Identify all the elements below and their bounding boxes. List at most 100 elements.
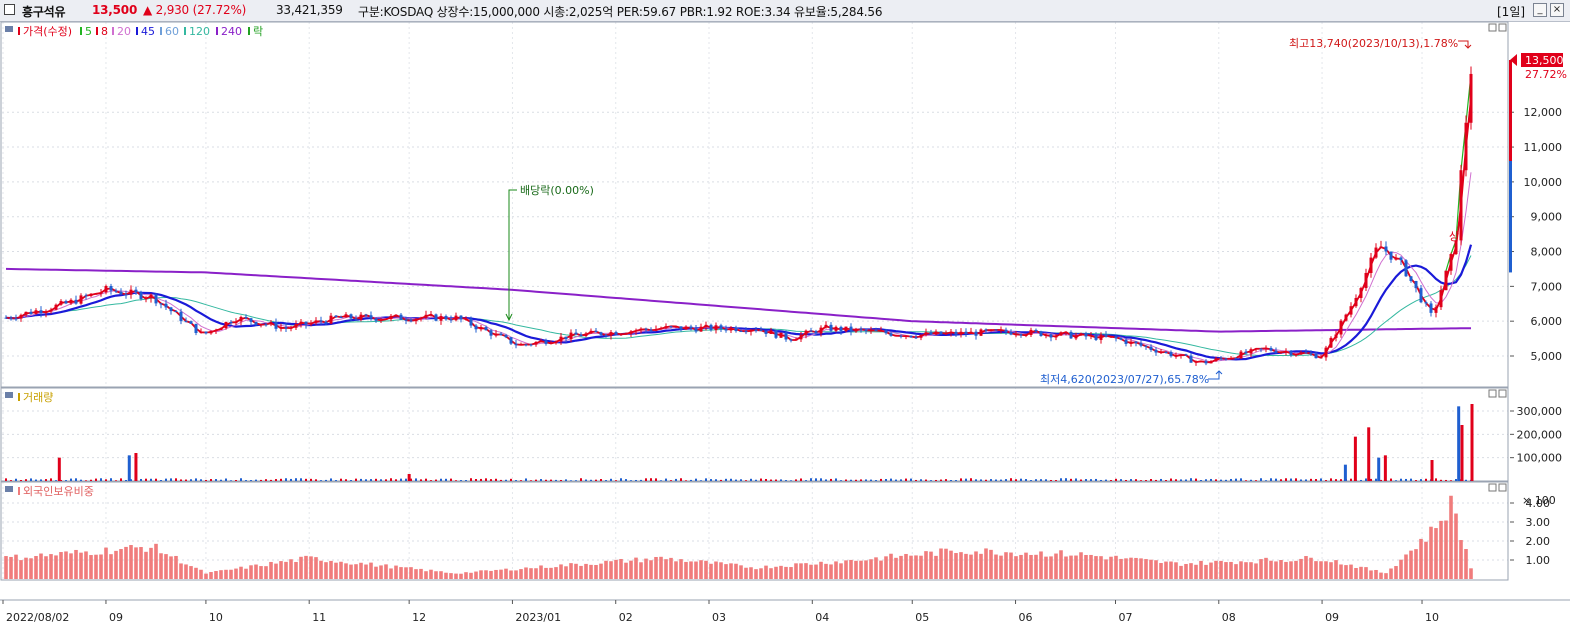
candle-body bbox=[344, 314, 348, 318]
volume-spike-bar bbox=[1430, 460, 1434, 481]
foreign-bar bbox=[1059, 550, 1063, 579]
foreign-bar bbox=[699, 560, 703, 579]
volume-bar bbox=[1250, 479, 1252, 481]
price-tick-label: 12,000 bbox=[1524, 106, 1563, 119]
volume-bar bbox=[770, 479, 772, 481]
candle-body bbox=[1164, 351, 1168, 353]
foreign-bar bbox=[1014, 556, 1018, 579]
volume-bar bbox=[615, 480, 617, 481]
candle-body bbox=[539, 340, 543, 342]
volume-bar bbox=[1055, 480, 1057, 481]
volume-bar bbox=[550, 479, 552, 481]
candle-body bbox=[449, 319, 453, 321]
foreign-bar bbox=[719, 562, 723, 579]
candle-body bbox=[799, 334, 803, 340]
volume-bar bbox=[360, 478, 362, 481]
candle-body bbox=[1169, 352, 1173, 357]
candle-body bbox=[759, 330, 763, 332]
close-button[interactable]: × bbox=[1550, 3, 1564, 17]
candle-body bbox=[444, 316, 448, 320]
foreign-bar bbox=[539, 565, 543, 579]
foreign-bar bbox=[559, 564, 563, 579]
dividend-line bbox=[508, 189, 517, 320]
dividend-arrow bbox=[505, 313, 513, 322]
candle-body bbox=[1334, 334, 1338, 338]
volume-bar bbox=[145, 478, 147, 481]
foreign-bar bbox=[409, 567, 413, 579]
volume-bar bbox=[260, 479, 262, 481]
foreign-bar bbox=[1089, 554, 1093, 579]
candle-body bbox=[54, 304, 58, 310]
candle-body bbox=[189, 321, 193, 324]
candle-body bbox=[769, 330, 773, 334]
volume-bar bbox=[545, 479, 547, 481]
volume-bar bbox=[315, 479, 317, 481]
volume-bar bbox=[15, 478, 17, 481]
foreign-bar bbox=[839, 563, 843, 579]
foreign-bar bbox=[1464, 549, 1468, 579]
foreign-bar bbox=[394, 565, 398, 579]
select-checkbox[interactable] bbox=[4, 4, 15, 15]
volume-bar bbox=[1100, 479, 1102, 481]
candle-body bbox=[329, 315, 333, 324]
candle-body bbox=[1184, 354, 1188, 356]
candle-body bbox=[1224, 358, 1228, 360]
volume-bar bbox=[10, 480, 12, 481]
candle-body bbox=[1114, 336, 1118, 339]
candle-body bbox=[254, 321, 258, 325]
candle-body bbox=[464, 318, 468, 320]
foreign-bar bbox=[34, 556, 38, 579]
volume-bar bbox=[515, 480, 517, 481]
candle-body bbox=[389, 315, 393, 319]
volume-bar bbox=[1265, 480, 1267, 481]
foreign-bar bbox=[984, 548, 988, 579]
foreign-bar bbox=[1469, 568, 1473, 579]
foreign-bar bbox=[1179, 565, 1183, 579]
candle-body bbox=[569, 332, 573, 340]
foreign-bar bbox=[14, 554, 18, 579]
price-tick-label: 9,000 bbox=[1531, 211, 1563, 224]
volume-bar bbox=[245, 480, 247, 481]
volume-bar bbox=[900, 479, 902, 481]
foreign-bar bbox=[1374, 569, 1378, 579]
candle-body bbox=[204, 331, 208, 334]
candle-body bbox=[889, 333, 893, 336]
foreign-bar bbox=[1029, 554, 1033, 579]
candle-body bbox=[949, 331, 953, 334]
volume-bar bbox=[1465, 479, 1467, 481]
foreign-bar bbox=[829, 564, 833, 579]
foreign-bar bbox=[1329, 562, 1333, 579]
candle-body bbox=[969, 331, 973, 335]
foreign-bar bbox=[1399, 559, 1403, 579]
foreign-bar bbox=[144, 551, 148, 579]
period-selector[interactable]: [1일] bbox=[1497, 5, 1526, 19]
foreign-bar bbox=[1419, 538, 1423, 579]
candle-body bbox=[289, 327, 293, 329]
candle-body bbox=[109, 286, 113, 291]
volume-bar bbox=[395, 479, 397, 481]
volume-bar bbox=[535, 479, 537, 481]
candle-body bbox=[414, 318, 418, 322]
volume-bar bbox=[400, 478, 402, 481]
candle-body bbox=[1019, 334, 1023, 336]
minimize-button[interactable]: _ bbox=[1533, 3, 1547, 17]
foreign-bar bbox=[989, 549, 993, 579]
volume-bar bbox=[1020, 478, 1022, 481]
candle-body bbox=[279, 327, 283, 329]
high-annotation: 최고13,740(2023/10/13),1.78% bbox=[1289, 37, 1458, 50]
volume-bar bbox=[1320, 478, 1322, 481]
legend-swatch bbox=[184, 27, 186, 35]
volume-bar bbox=[640, 479, 642, 481]
foreign-bar bbox=[1239, 561, 1243, 579]
candle-body bbox=[29, 311, 33, 314]
volume-bar bbox=[35, 479, 37, 481]
foreign-bar bbox=[69, 553, 73, 579]
volume-bar bbox=[675, 478, 677, 481]
candle-body bbox=[1034, 329, 1038, 332]
candle-body bbox=[159, 303, 163, 305]
candle-body bbox=[1304, 352, 1308, 354]
candle-body bbox=[984, 329, 988, 331]
candle-body bbox=[624, 333, 628, 335]
foreign-bar bbox=[279, 561, 283, 579]
foreign-bar bbox=[414, 569, 418, 579]
